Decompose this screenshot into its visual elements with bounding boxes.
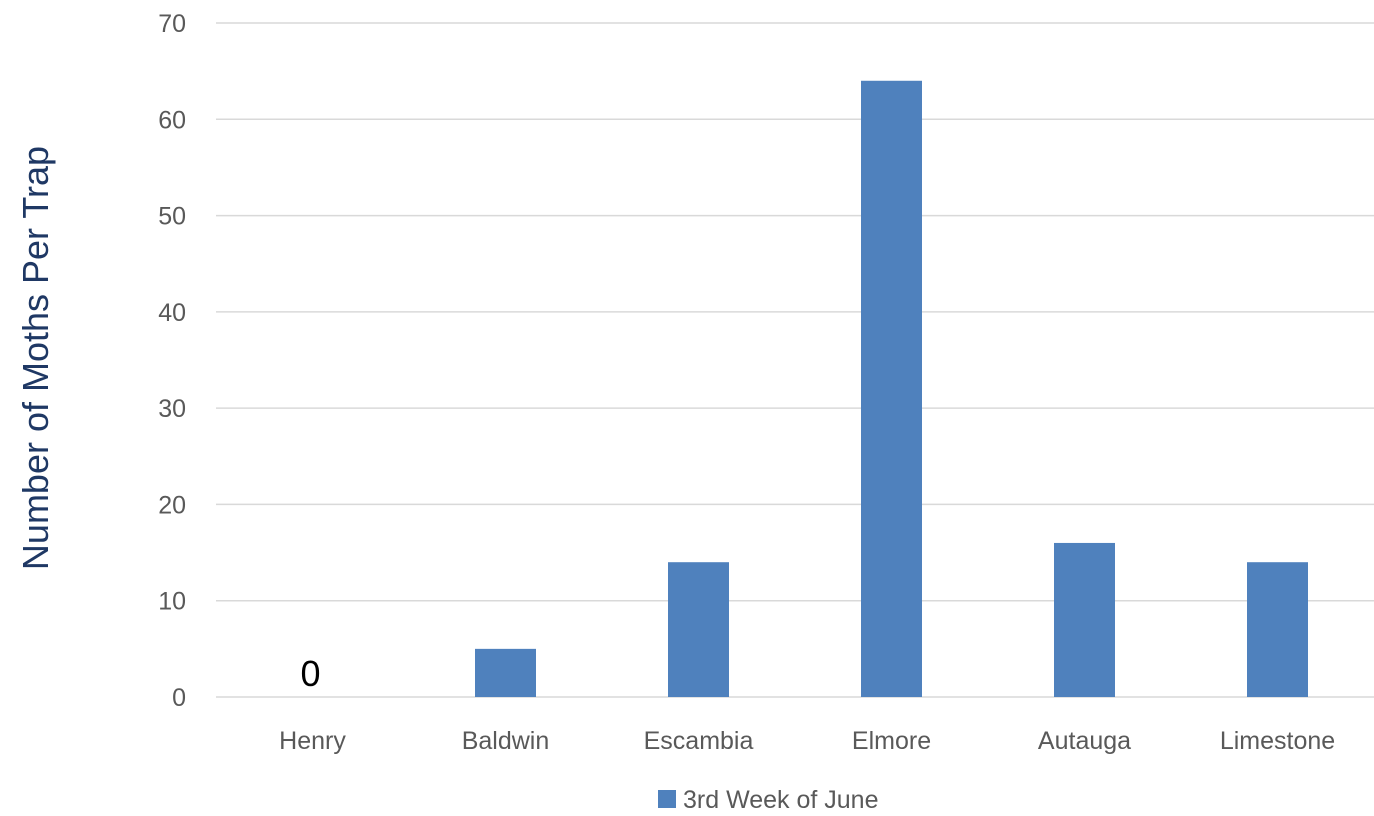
y-tick-label: 40 <box>158 299 186 327</box>
x-tick-label-autauga: Autauga <box>1038 727 1131 755</box>
data-labels: 0 <box>300 653 320 694</box>
x-axis-labels: Henry Baldwin Escambia Elmore Autauga Limesto… <box>279 727 1335 755</box>
bar-limestone <box>1247 562 1308 697</box>
bar-autauga <box>1054 542 1115 697</box>
bar-baldwin <box>475 648 536 697</box>
data-label-henry: 0 <box>300 653 320 694</box>
legend: 3rd Week of June <box>658 786 878 814</box>
y-axis-title: Number of Moths Per Trap <box>15 146 56 570</box>
y-tick-label: 0 <box>172 684 186 712</box>
y-tick-label: 60 <box>158 106 186 134</box>
x-tick-label-limestone: Limestone <box>1220 727 1335 755</box>
legend-label: 3rd Week of June <box>683 786 878 814</box>
y-tick-label: 10 <box>158 588 186 616</box>
x-tick-label-henry: Henry <box>279 727 346 755</box>
bar-escambia <box>668 562 729 697</box>
x-tick-label-escambia: Escambia <box>644 727 754 755</box>
bars <box>475 80 1308 698</box>
y-axis-ticks: 0 10 20 30 40 50 60 70 <box>158 10 186 712</box>
legend-swatch <box>658 790 676 808</box>
y-tick-label: 30 <box>158 395 186 423</box>
y-tick-label: 50 <box>158 203 186 231</box>
x-tick-label-baldwin: Baldwin <box>462 727 550 755</box>
y-tick-label: 70 <box>158 10 186 38</box>
gridlines <box>216 22 1374 698</box>
x-tick-label-elmore: Elmore <box>852 727 931 755</box>
y-tick-label: 20 <box>158 491 186 519</box>
bar-elmore <box>861 80 922 698</box>
